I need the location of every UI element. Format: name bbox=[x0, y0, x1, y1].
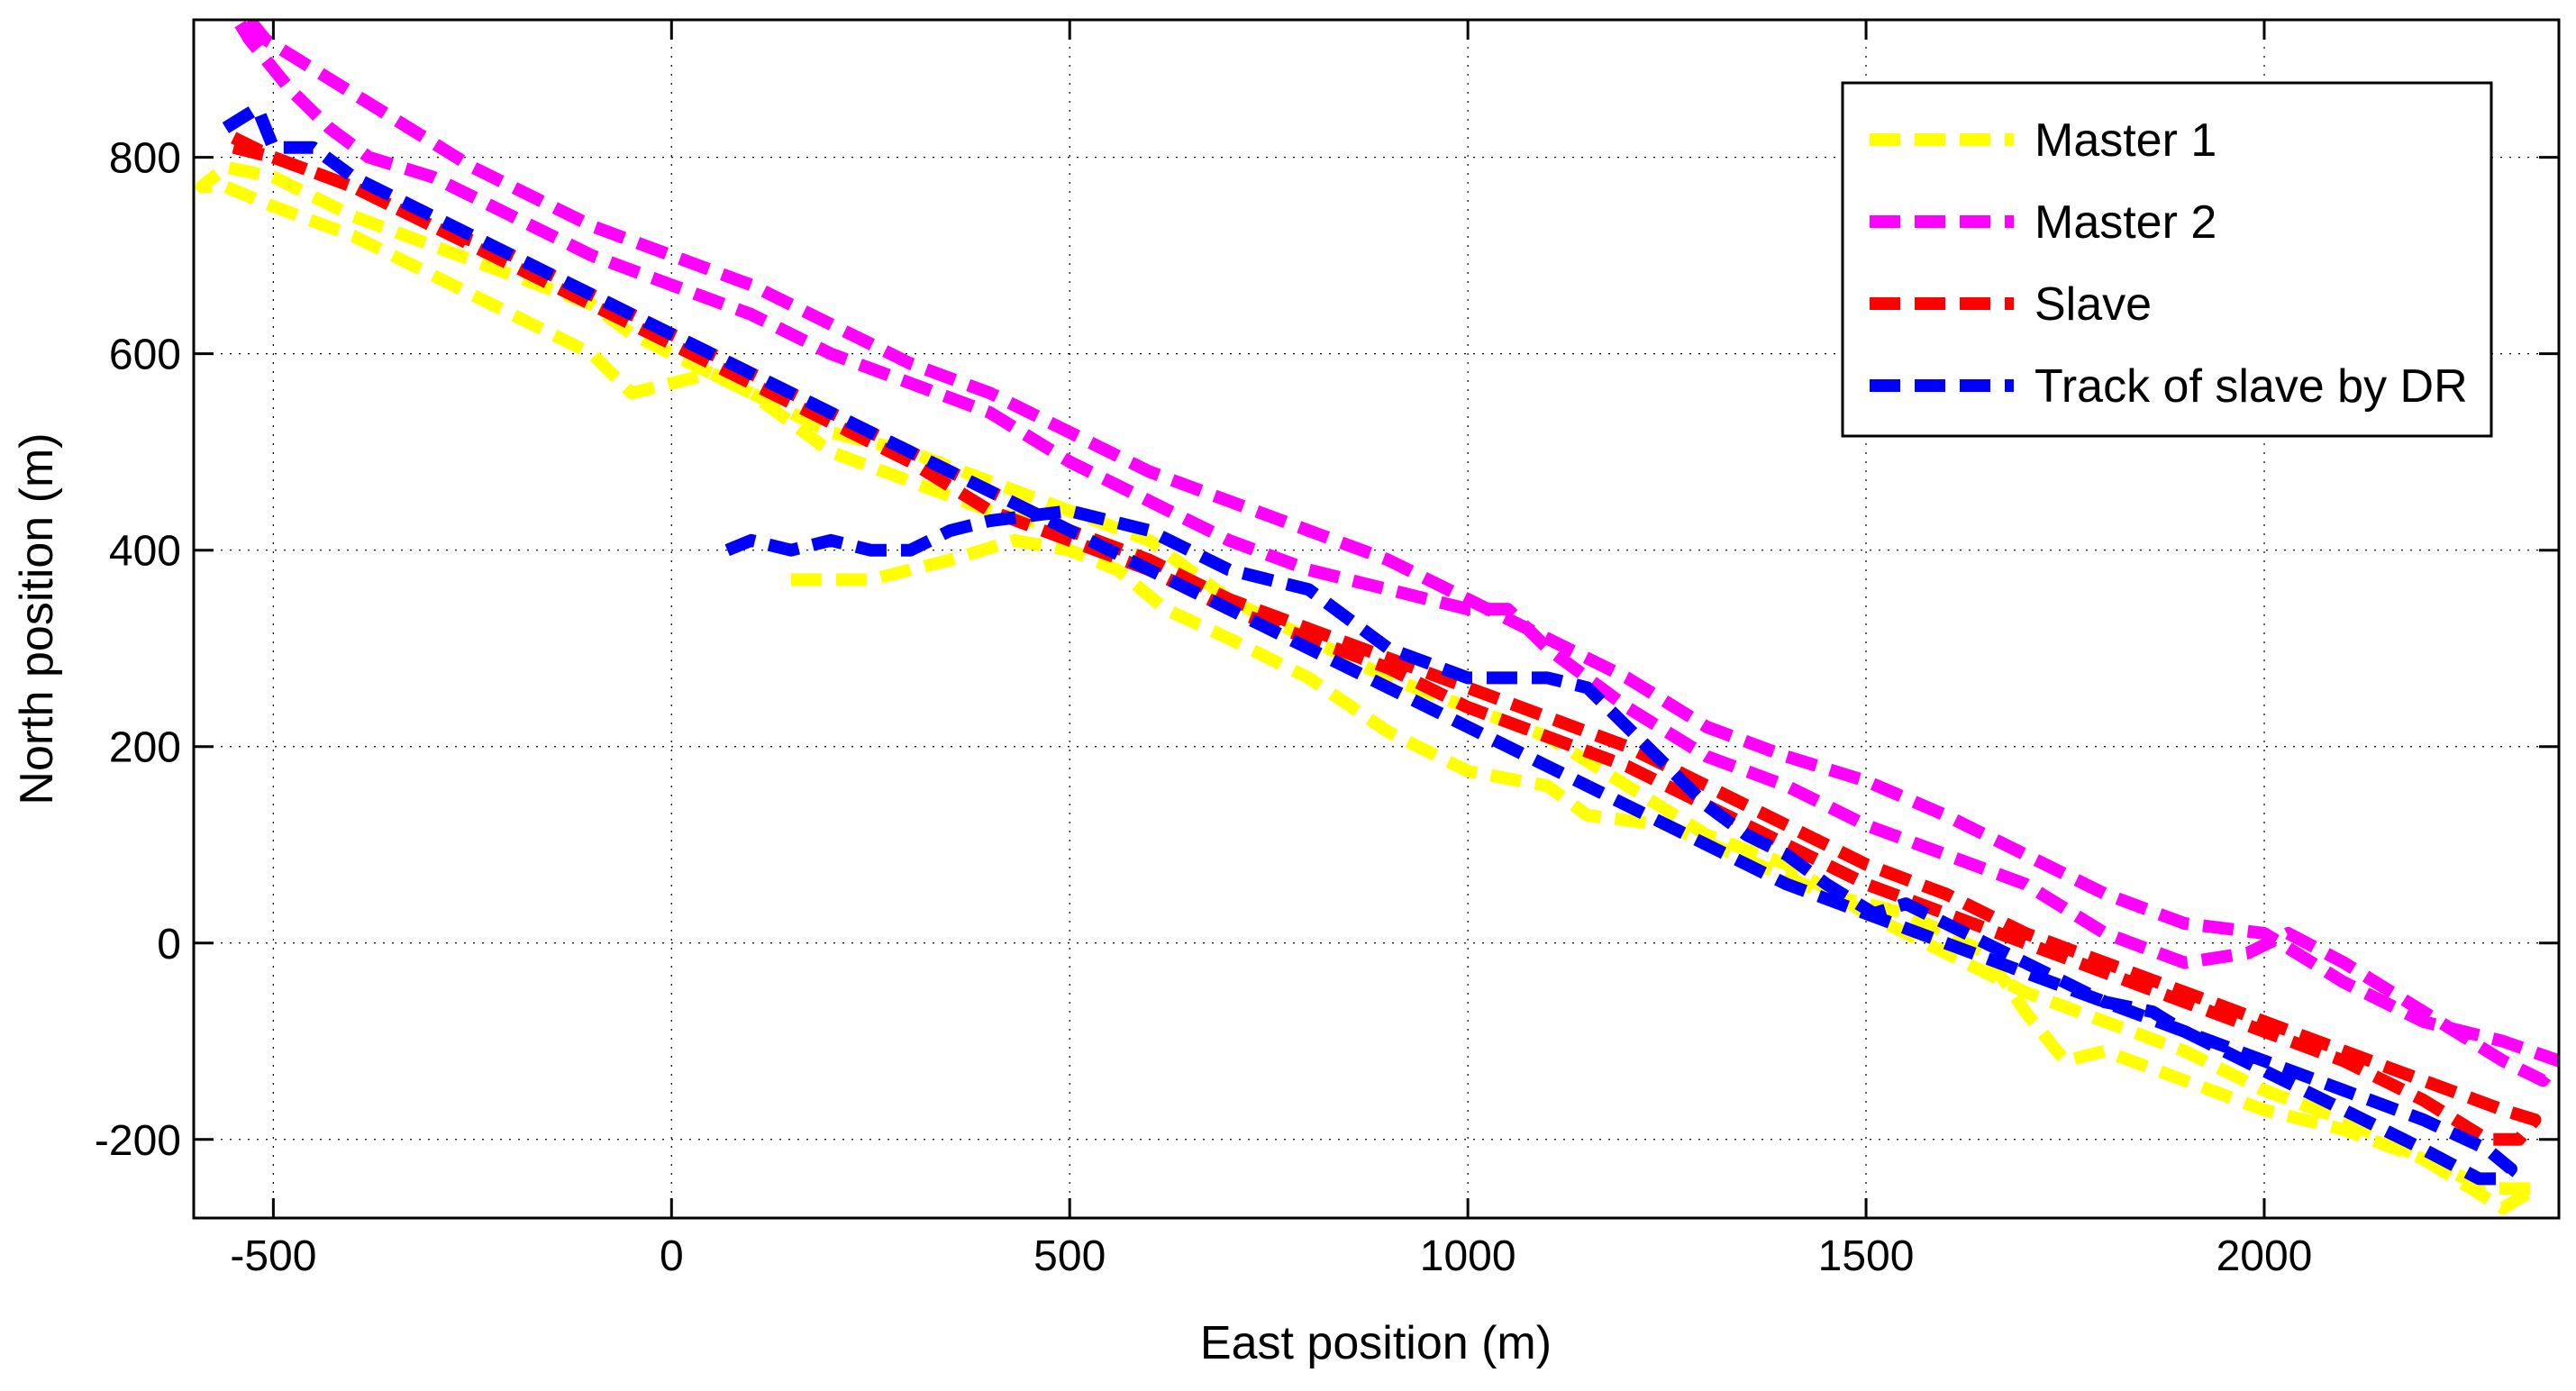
x-axis-label: East position (m) bbox=[1200, 1317, 1552, 1369]
y-tick-label: 200 bbox=[109, 724, 181, 772]
x-tick-label: 500 bbox=[1033, 1232, 1106, 1280]
y-axis-label: North position (m) bbox=[11, 432, 63, 805]
x-tick-label: 0 bbox=[660, 1232, 684, 1280]
y-tick-label: 0 bbox=[157, 921, 181, 968]
legend-label-track-of-slave-by-dr: Track of slave by DR bbox=[2034, 360, 2468, 413]
ticks: -500 0 500 1000 1500 2000 -200 0 200 400 600 800 bbox=[95, 20, 2559, 1280]
legend-label-master-2: Master 2 bbox=[2034, 196, 2216, 249]
legend-box bbox=[1841, 81, 2493, 438]
y-tick-label: 800 bbox=[109, 135, 181, 183]
x-tick-label: 2000 bbox=[2216, 1232, 2313, 1280]
x-tick-label: 1500 bbox=[1818, 1232, 1915, 1280]
y-tick-label: 400 bbox=[109, 528, 181, 576]
y-tick-label: 600 bbox=[109, 332, 181, 379]
legend-label-master-1: Master 1 bbox=[2034, 114, 2216, 167]
y-tick-label: -200 bbox=[95, 1117, 181, 1165]
legend-label-slave: Slave bbox=[2034, 278, 2152, 331]
x-tick-label: -500 bbox=[230, 1232, 316, 1280]
legend-entries: Master 1 Master 2 Slave Track of slave by D… bbox=[1870, 114, 2468, 413]
x-tick-label: 1000 bbox=[1420, 1232, 1516, 1280]
series-line-master-1 bbox=[195, 160, 2542, 1215]
plot-frame bbox=[192, 18, 2561, 1220]
legend: Master 1 Master 2 Slave Track of slave by D… bbox=[1841, 81, 2493, 438]
series-line-track-of-slave-by-dr bbox=[222, 102, 2517, 1186]
series-layer bbox=[195, 20, 2559, 1215]
series-line-master-2 bbox=[230, 20, 2559, 1087]
